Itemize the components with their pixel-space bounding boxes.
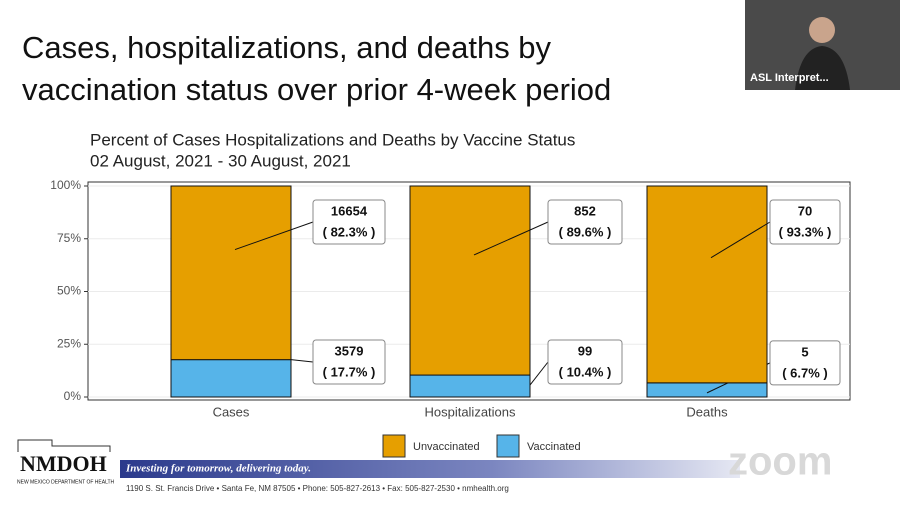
footer-tagline: Investing for tomorrow, delivering today… bbox=[125, 463, 311, 475]
bar-segment bbox=[646, 185, 768, 384]
value-label: ( 17.7% ) bbox=[323, 364, 376, 379]
label-box bbox=[547, 339, 623, 385]
y-tick-label: 100% bbox=[50, 178, 81, 192]
value-label: ( 6.7% ) bbox=[782, 365, 828, 380]
label-box bbox=[769, 340, 841, 386]
slide-title: Cases, hospitalizations, and deaths by bbox=[22, 30, 552, 65]
legend-swatch bbox=[382, 434, 406, 458]
footer-logo-subtitle: NEW MEXICO DEPARTMENT OF HEALTH bbox=[17, 479, 115, 485]
person-body bbox=[795, 46, 850, 90]
bar-segment bbox=[170, 359, 292, 398]
zoom-logo: zoom bbox=[728, 440, 832, 484]
legend-label: Vaccinated bbox=[527, 441, 581, 453]
leader-line bbox=[529, 361, 549, 386]
leader-line bbox=[710, 221, 771, 259]
count-label: 16654 bbox=[331, 203, 368, 218]
chart-subtitle: 02 August, 2021 - 30 August, 2021 bbox=[90, 151, 351, 170]
slide-title: vaccination status over prior 4-week per… bbox=[22, 72, 611, 107]
value-label: ( 89.6% ) bbox=[559, 224, 612, 239]
footer-logo: NMDOH bbox=[20, 451, 107, 476]
leader-line bbox=[234, 221, 314, 251]
leader-line bbox=[290, 359, 314, 363]
count-label: 70 bbox=[798, 203, 812, 218]
value-label: ( 10.4% ) bbox=[559, 364, 612, 379]
logo-outline bbox=[17, 439, 111, 452]
x-tick-label: Deaths bbox=[686, 404, 728, 419]
bar-segment bbox=[409, 185, 531, 376]
count-label: 99 bbox=[578, 343, 592, 358]
y-tick-label: 75% bbox=[57, 231, 81, 245]
value-label: ( 93.3% ) bbox=[779, 224, 832, 239]
bar-segment bbox=[409, 374, 531, 398]
y-tick-label: 50% bbox=[57, 284, 81, 298]
label-box bbox=[547, 199, 623, 245]
count-label: 5 bbox=[801, 344, 808, 359]
x-tick-label: Hospitalizations bbox=[424, 404, 516, 419]
leader-line bbox=[473, 221, 549, 256]
label-box bbox=[769, 199, 841, 245]
y-tick-label: 0% bbox=[64, 389, 82, 403]
video-label: ASL Interpret... bbox=[750, 72, 829, 84]
bar-segment bbox=[170, 185, 292, 361]
footer-address: 1190 S. St. Francis Drive • Santa Fe, NM… bbox=[126, 484, 509, 493]
y-tick-label: 25% bbox=[57, 336, 81, 350]
label-box bbox=[312, 199, 386, 245]
plot: 0% 25% 50% 75% 100% Cases 3579 ( 17.7% ) 16654 ( … bbox=[50, 178, 850, 458]
legend-label: Unvaccinated bbox=[413, 441, 480, 453]
x-tick-label: Cases bbox=[213, 404, 250, 419]
value-label: ( 82.3% ) bbox=[323, 224, 376, 239]
label-box bbox=[312, 339, 386, 385]
bar-segment bbox=[646, 382, 768, 398]
count-label: 3579 bbox=[335, 343, 364, 358]
chart-title: Percent of Cases Hospitalizations and De… bbox=[90, 130, 575, 149]
footer-band bbox=[120, 460, 740, 478]
legend-swatch bbox=[496, 434, 520, 458]
count-label: 852 bbox=[574, 203, 596, 218]
person-head bbox=[809, 17, 835, 43]
